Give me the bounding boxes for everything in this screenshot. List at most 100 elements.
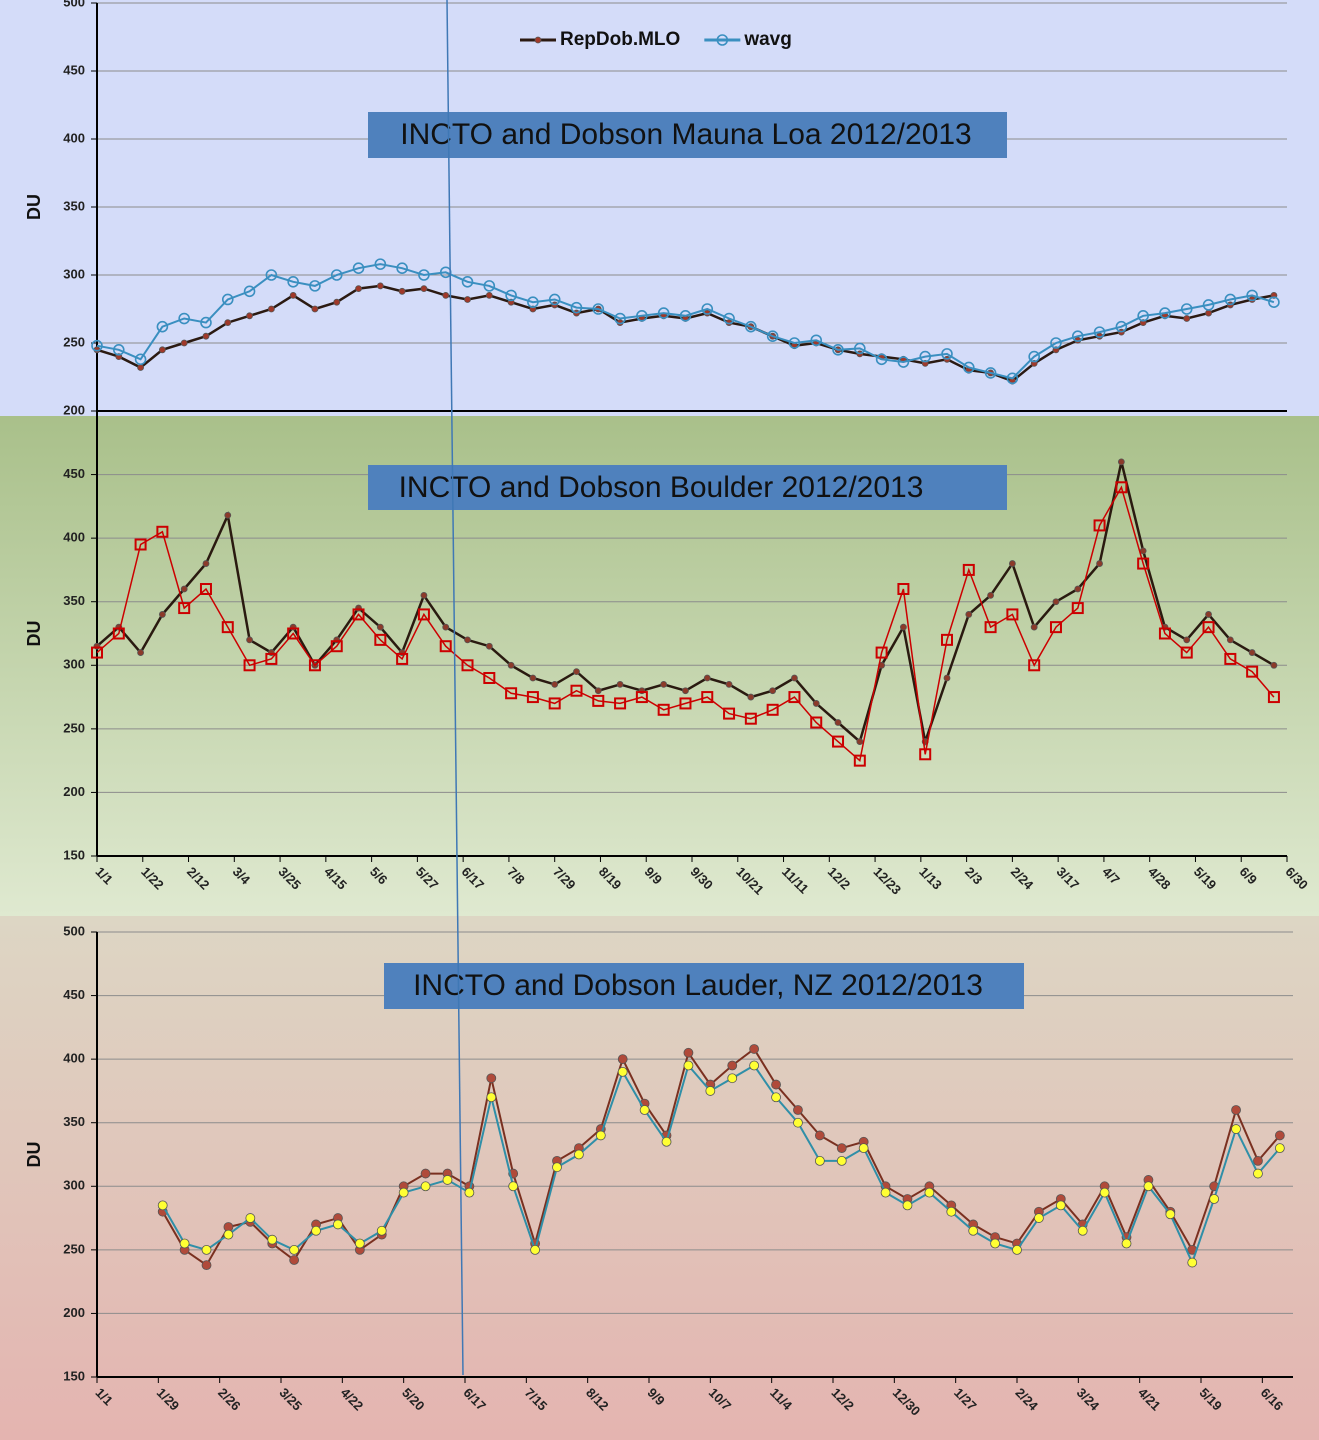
marker (902, 1200, 913, 1211)
marker (1121, 1238, 1132, 1249)
marker (766, 330, 779, 343)
marker (486, 1073, 497, 1084)
marker (919, 350, 932, 363)
marker (1006, 372, 1019, 385)
marker (420, 1168, 431, 1179)
marker (201, 1244, 212, 1255)
marker (355, 285, 362, 293)
marker (639, 1105, 650, 1115)
marker (1226, 636, 1234, 644)
marker (766, 703, 779, 716)
marker (570, 301, 583, 314)
marker (354, 1238, 365, 1249)
marker (1224, 293, 1237, 306)
marker (158, 346, 166, 354)
marker (965, 611, 973, 618)
marker (679, 697, 692, 710)
y-tick-label: 200 (63, 402, 85, 417)
marker (157, 1200, 168, 1211)
marker (265, 652, 278, 665)
marker (858, 1143, 869, 1154)
marker (485, 642, 493, 650)
marker (614, 312, 626, 325)
y-tick-label: 400 (63, 1051, 85, 1066)
marker (333, 298, 341, 306)
marker (1202, 621, 1215, 634)
marker (1248, 649, 1256, 656)
marker (1274, 1143, 1285, 1154)
marker (793, 1105, 803, 1115)
marker (1074, 585, 1082, 593)
marker (396, 262, 408, 275)
y-tick-label: 400 (63, 130, 85, 145)
marker (897, 583, 910, 595)
marker (507, 661, 515, 669)
marker (376, 282, 384, 290)
marker (1205, 309, 1212, 317)
marker (464, 1187, 475, 1198)
marker (289, 1244, 300, 1255)
marker (333, 1219, 343, 1230)
marker (158, 611, 166, 618)
marker (1093, 519, 1106, 532)
marker (725, 680, 733, 688)
marker (1268, 296, 1280, 309)
marker (245, 1213, 256, 1223)
marker (376, 1225, 387, 1236)
marker (1115, 320, 1128, 333)
y-tick-label: 250 (63, 334, 85, 349)
marker (682, 687, 689, 695)
marker (551, 680, 559, 688)
marker (727, 1073, 738, 1084)
marker (508, 1181, 519, 1192)
marker (749, 1060, 760, 1071)
marker (701, 303, 714, 315)
marker (810, 716, 823, 729)
marker (548, 293, 561, 306)
marker (178, 312, 190, 325)
marker (683, 1047, 694, 1058)
panel-background (0, 0, 1319, 416)
marker (442, 1175, 453, 1185)
marker (1012, 1244, 1022, 1255)
marker (814, 1130, 825, 1141)
marker (984, 367, 997, 379)
marker (439, 640, 452, 653)
y-tick-label: 200 (63, 1305, 85, 1320)
marker (137, 364, 144, 371)
marker (962, 361, 975, 374)
marker (812, 700, 820, 707)
marker (309, 280, 321, 292)
marker (1231, 1124, 1241, 1134)
marker (661, 1136, 672, 1147)
marker (592, 303, 605, 315)
marker (420, 591, 428, 599)
chart-title: INCTO and Dobson Mauna Loa 2012/2013 (400, 118, 972, 151)
marker (771, 1079, 781, 1090)
marker (461, 659, 474, 672)
marker (592, 694, 605, 707)
marker (1209, 1194, 1220, 1204)
marker (311, 1225, 321, 1236)
y-tick-label: 500 (63, 0, 85, 9)
marker (352, 608, 365, 621)
marker (442, 291, 450, 299)
marker (832, 343, 844, 356)
marker (1183, 636, 1191, 644)
marker (352, 262, 365, 275)
marker (657, 703, 670, 716)
legend-label: wavg (743, 29, 792, 50)
marker (657, 307, 670, 319)
marker (810, 334, 823, 347)
marker (1052, 598, 1060, 606)
y-tick-label: 450 (63, 466, 85, 481)
marker (246, 312, 253, 320)
marker (483, 280, 496, 292)
y-tick-label: 150 (63, 1368, 85, 1383)
marker (180, 585, 188, 593)
y-tick-label: 250 (63, 1241, 85, 1256)
marker (418, 269, 430, 281)
marker (267, 1234, 278, 1245)
marker (420, 1181, 431, 1192)
marker (1096, 560, 1103, 567)
